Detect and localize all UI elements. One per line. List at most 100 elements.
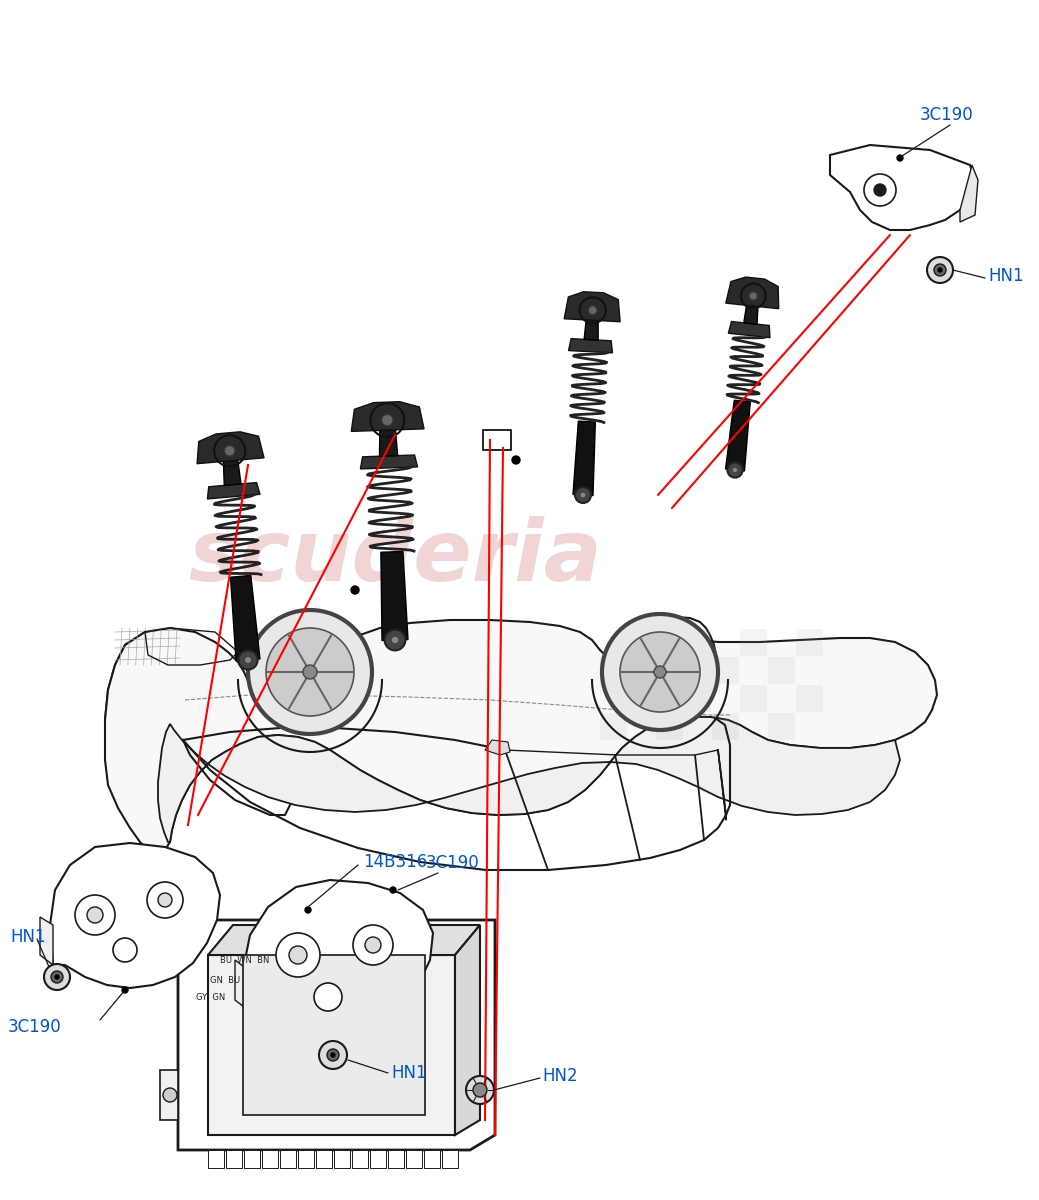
Circle shape — [512, 456, 520, 464]
Bar — [600, 713, 627, 740]
Text: 14B316: 14B316 — [363, 853, 427, 871]
Circle shape — [620, 632, 700, 712]
Circle shape — [391, 636, 399, 644]
Circle shape — [897, 155, 903, 161]
Bar — [740, 685, 767, 712]
Circle shape — [467, 1076, 494, 1104]
Text: HN1: HN1 — [988, 266, 1023, 284]
Text: GN  BU: GN BU — [210, 976, 240, 985]
Circle shape — [580, 492, 586, 498]
Polygon shape — [584, 320, 598, 340]
Circle shape — [353, 925, 393, 965]
Circle shape — [938, 268, 942, 272]
Circle shape — [934, 264, 945, 276]
Text: HN2: HN2 — [542, 1067, 578, 1085]
Circle shape — [727, 462, 743, 478]
Circle shape — [244, 656, 251, 664]
Polygon shape — [223, 460, 241, 486]
Circle shape — [327, 1049, 339, 1061]
Bar — [628, 685, 655, 712]
Bar — [316, 1150, 332, 1168]
Bar — [712, 713, 739, 740]
Text: GY  GN: GY GN — [196, 994, 225, 1002]
Text: HN1: HN1 — [391, 1064, 427, 1082]
Circle shape — [266, 628, 354, 716]
Bar — [684, 685, 711, 712]
Polygon shape — [278, 900, 334, 920]
Bar — [796, 685, 823, 712]
Bar — [388, 1150, 404, 1168]
Circle shape — [575, 487, 591, 503]
Circle shape — [473, 1082, 487, 1097]
Polygon shape — [728, 322, 770, 337]
Polygon shape — [744, 305, 757, 324]
Bar — [244, 1150, 260, 1168]
Circle shape — [390, 887, 396, 893]
Circle shape — [55, 974, 59, 979]
Bar — [740, 629, 767, 656]
Bar — [370, 1150, 387, 1168]
Bar — [279, 1150, 296, 1168]
Polygon shape — [455, 925, 480, 1135]
Polygon shape — [208, 925, 480, 955]
Polygon shape — [381, 552, 408, 641]
Circle shape — [588, 306, 597, 314]
Circle shape — [602, 614, 718, 730]
Circle shape — [384, 630, 405, 650]
Polygon shape — [235, 960, 248, 1010]
Circle shape — [122, 986, 128, 994]
Bar — [600, 658, 627, 684]
Circle shape — [749, 292, 757, 300]
Bar — [768, 713, 795, 740]
Circle shape — [927, 257, 953, 283]
Bar — [208, 1150, 224, 1168]
Bar — [768, 658, 795, 684]
Text: 3C190: 3C190 — [426, 854, 480, 872]
Circle shape — [654, 666, 666, 678]
Text: car  parts: car parts — [295, 622, 495, 662]
Polygon shape — [564, 292, 620, 322]
Polygon shape — [231, 576, 260, 661]
Polygon shape — [351, 402, 424, 431]
Bar — [298, 1150, 314, 1168]
Text: HN1: HN1 — [10, 928, 46, 946]
Polygon shape — [830, 145, 975, 230]
Text: 3C190: 3C190 — [920, 106, 974, 124]
Circle shape — [87, 907, 103, 923]
Circle shape — [381, 414, 393, 426]
Polygon shape — [725, 401, 750, 470]
Polygon shape — [50, 842, 220, 988]
Circle shape — [303, 665, 317, 679]
Text: BU  WN  BN: BU WN BN — [220, 956, 269, 965]
Polygon shape — [208, 482, 260, 499]
Circle shape — [248, 610, 372, 734]
Circle shape — [238, 650, 258, 670]
Circle shape — [113, 938, 137, 962]
Polygon shape — [197, 432, 264, 463]
Polygon shape — [568, 338, 612, 353]
Bar — [442, 1150, 458, 1168]
Circle shape — [365, 937, 381, 953]
Polygon shape — [105, 617, 937, 852]
Circle shape — [158, 893, 172, 907]
Circle shape — [874, 184, 886, 196]
Polygon shape — [158, 716, 900, 842]
Bar — [656, 713, 683, 740]
Polygon shape — [178, 920, 495, 1150]
Polygon shape — [726, 277, 778, 308]
Bar — [796, 629, 823, 656]
Polygon shape — [208, 955, 455, 1135]
Bar — [334, 1150, 350, 1168]
Circle shape — [276, 934, 320, 977]
Bar — [712, 658, 739, 684]
Bar — [656, 658, 683, 684]
Circle shape — [289, 946, 307, 964]
Bar — [243, 955, 425, 1115]
Circle shape — [732, 467, 738, 473]
Circle shape — [319, 1040, 347, 1069]
Polygon shape — [379, 430, 398, 456]
Text: 3C190: 3C190 — [8, 1018, 61, 1036]
Circle shape — [44, 964, 70, 990]
Bar — [262, 1150, 278, 1168]
Bar — [227, 1150, 242, 1168]
